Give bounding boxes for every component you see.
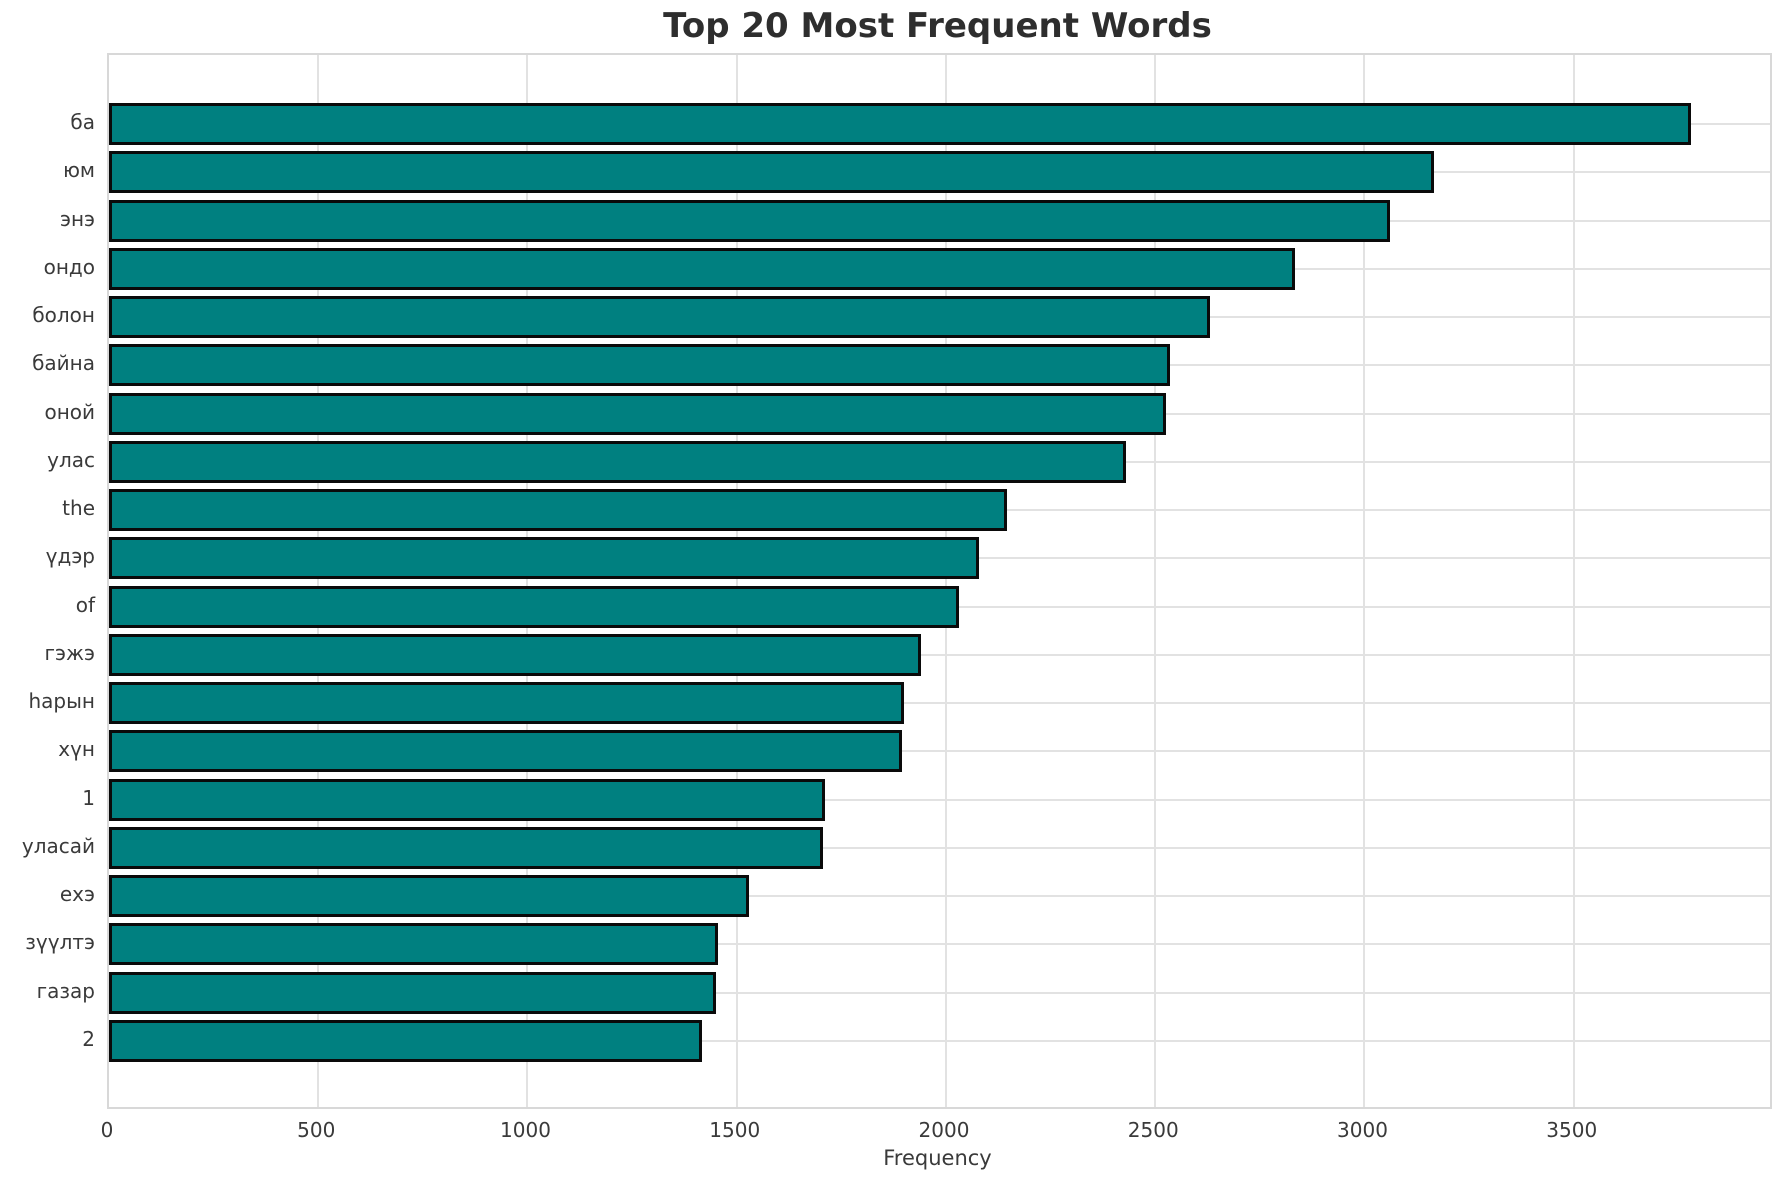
y-tick-label: зүүлтэ <box>25 930 95 955</box>
y-tick-label: улас <box>47 447 95 472</box>
x-tick-label: 500 <box>297 1118 336 1142</box>
y-tick-label: оной <box>44 399 95 424</box>
bar-ондо <box>109 247 1296 290</box>
y-tick-label: уласай <box>21 833 95 858</box>
x-gridline <box>317 55 320 1107</box>
bar-һарын <box>109 682 905 725</box>
y-gridline <box>109 1040 1770 1042</box>
x-tick-label: 3500 <box>1546 1118 1598 1142</box>
y-tick-label: ондо <box>43 254 95 279</box>
bar-байна <box>109 344 1170 387</box>
y-gridline <box>109 991 1770 994</box>
bar-2 <box>109 1020 703 1062</box>
bar-үдэр <box>109 537 980 580</box>
plot-area <box>107 53 1772 1109</box>
x-gridline <box>944 55 947 1107</box>
bar-оной <box>109 392 1166 435</box>
x-tick-label: 2000 <box>918 1118 970 1142</box>
y-tick-label: болон <box>32 303 95 328</box>
bar-ба <box>109 103 1691 145</box>
x-gridline <box>526 55 529 1107</box>
y-tick-label: 2 <box>82 1027 95 1051</box>
bar-the <box>109 489 1007 532</box>
y-tick-label: энэ <box>59 206 95 231</box>
bar-уласай <box>109 826 823 869</box>
bar-гэжэ <box>109 633 921 676</box>
bar-улас <box>109 440 1126 483</box>
y-gridline <box>109 798 1770 801</box>
y-tick-label: юм <box>63 158 95 183</box>
x-tick-label: 2500 <box>1127 1118 1179 1142</box>
y-tick-label: of <box>75 592 95 617</box>
x-gridline <box>1363 55 1366 1107</box>
y-tick-label: байна <box>32 351 95 376</box>
bar-болон <box>109 296 1210 339</box>
y-gridline <box>109 653 1770 656</box>
y-tick-label: газар <box>36 978 95 1003</box>
x-tick-label: 0 <box>100 1118 114 1142</box>
x-axis-label: Frequency <box>883 1146 992 1170</box>
bar-1 <box>109 778 825 821</box>
y-tick-label: һарын <box>28 689 96 714</box>
y-gridline <box>109 846 1770 849</box>
bar-ехэ <box>109 875 750 918</box>
y-tick-label: үдэр <box>45 544 95 569</box>
y-gridline <box>109 895 1770 898</box>
y-gridline <box>109 750 1770 753</box>
x-tick-label: 1500 <box>709 1118 761 1142</box>
bar-юм <box>109 151 1434 194</box>
y-tick-label: хүн <box>58 737 95 762</box>
x-gridline <box>1154 55 1157 1107</box>
y-gridline <box>109 943 1770 946</box>
bar-зүүлтэ <box>109 923 718 966</box>
y-tick-label: the <box>62 496 95 521</box>
y-tick-label: ба <box>70 110 95 134</box>
x-gridline <box>735 55 738 1107</box>
x-tick-label: 1000 <box>500 1118 551 1142</box>
bar-хүн <box>109 730 903 773</box>
x-tick-label: 3000 <box>1337 1118 1388 1142</box>
chart-title: Top 20 Most Frequent Words <box>663 6 1212 46</box>
y-tick-label: гэжэ <box>44 640 95 665</box>
y-gridline <box>109 702 1770 705</box>
y-tick-label: ехэ <box>59 882 95 907</box>
bar-энэ <box>109 199 1390 242</box>
y-tick-label: 1 <box>82 785 95 810</box>
x-gridline <box>1572 55 1575 1107</box>
bar-газар <box>109 971 716 1014</box>
bar-of <box>109 585 959 628</box>
